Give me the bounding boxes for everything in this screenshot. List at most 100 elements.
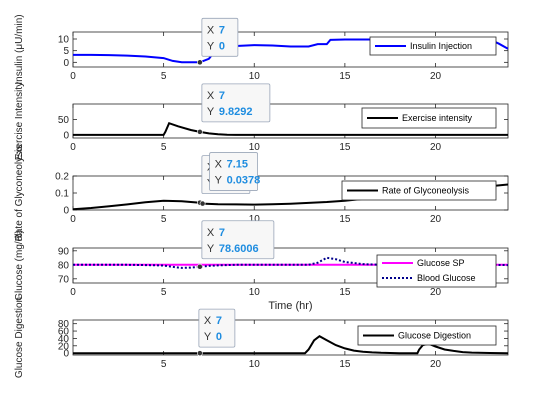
legend-box bbox=[361, 107, 497, 129]
x-tick-label: 15 bbox=[339, 142, 351, 153]
x-tick-label: 10 bbox=[249, 214, 261, 225]
x-tick-label: 20 bbox=[430, 214, 442, 225]
x-tick-label: 5 bbox=[161, 287, 167, 298]
datatip-box bbox=[201, 17, 239, 57]
legend[interactable]: Glucose Digestion bbox=[357, 325, 497, 346]
datatip-box bbox=[201, 220, 275, 260]
x-tick-label: 10 bbox=[249, 71, 261, 82]
datatip-x-label: X bbox=[207, 227, 215, 239]
legend-box bbox=[369, 36, 497, 56]
legend[interactable]: Rate of Glyconeolysis bbox=[341, 180, 497, 201]
subplot-4: 70 80 90 0 5 10 15 20 Glucose (mg/dl) Time (hr) Gl… bbox=[14, 220, 509, 312]
legend[interactable]: Glucose SP Blood Glucose bbox=[376, 254, 497, 288]
datatip-box bbox=[201, 83, 271, 123]
y-tick-label: 0.2 bbox=[55, 172, 69, 183]
y-tick-label: 50 bbox=[58, 115, 70, 126]
x-tick-label: 5 bbox=[161, 142, 167, 153]
datatip-marker bbox=[196, 350, 203, 357]
subplot-3: 0 0.1 0.2 0 5 10 15 20 Rate of Glyconeolysis Rate… bbox=[14, 145, 509, 242]
datatip-y-value: 0 bbox=[216, 331, 222, 343]
datatip-x-value: 7 bbox=[219, 24, 225, 36]
y-tick-label: 0.1 bbox=[55, 189, 69, 200]
legend[interactable]: Exercise intensity bbox=[361, 107, 497, 129]
x-tick-label: 0 bbox=[70, 71, 76, 82]
datatip-y-label: Y bbox=[204, 331, 212, 343]
datatip-y-value: 9.8292 bbox=[219, 106, 253, 118]
y-tick-label: 60 bbox=[58, 327, 70, 338]
x-tick-label: 0 bbox=[70, 287, 76, 298]
y-tick-label: 40 bbox=[58, 334, 70, 345]
legend-label: Exercise intensity bbox=[402, 113, 473, 123]
x-tick-label: 20 bbox=[430, 71, 442, 82]
y-tick-label: 0 bbox=[63, 130, 69, 141]
legend-box bbox=[341, 180, 497, 201]
x-tick-label: 10 bbox=[249, 287, 261, 298]
legend[interactable]: Insulin Injection bbox=[369, 36, 497, 56]
datatip-x-value: 7.15 bbox=[227, 159, 248, 171]
x-tick-label: 20 bbox=[430, 142, 442, 153]
legend-label: Glucose Digestion bbox=[398, 331, 471, 341]
datatip-y-value: 0 bbox=[219, 40, 225, 52]
x-tick-label: 0 bbox=[70, 214, 76, 225]
legend-label: Rate of Glyconeolysis bbox=[382, 186, 470, 196]
datatip-y-value: 0.0378 bbox=[227, 175, 261, 187]
y-tick-label: 0 bbox=[63, 349, 69, 360]
y-tick-label: 70 bbox=[58, 274, 70, 285]
x-tick-label: 15 bbox=[339, 287, 351, 298]
y-axis-label: Exercise Intensity bbox=[14, 82, 25, 160]
y-axis-label: Glucose (mg/dl) bbox=[14, 230, 25, 301]
datatip-marker bbox=[196, 263, 203, 270]
datatip-x-value: 7 bbox=[219, 227, 225, 239]
y-axis-label: Rate of Glyconeolysis bbox=[14, 145, 25, 242]
x-tick-label: 20 bbox=[430, 287, 442, 298]
x-tick-label: 15 bbox=[339, 71, 351, 82]
datatip-y-label: Y bbox=[207, 106, 215, 118]
datatip-x-label: X bbox=[204, 315, 212, 327]
datatip-y-value: 78.6006 bbox=[219, 243, 259, 255]
datatip-marker bbox=[196, 59, 203, 66]
x-tick-label: 10 bbox=[249, 359, 261, 370]
x-axis-label: Time (hr) bbox=[268, 300, 312, 312]
x-tick-label: 5 bbox=[161, 359, 167, 370]
y-axis-label: Insulin (μU/min) bbox=[14, 14, 25, 84]
y-tick-label: 80 bbox=[58, 260, 70, 271]
x-tick-label: 10 bbox=[249, 142, 261, 153]
datatip-x-value: 7 bbox=[216, 315, 222, 327]
datatip-x-label: X bbox=[207, 90, 215, 102]
datatip-box bbox=[198, 308, 236, 348]
datatip[interactable]: X 7Y 78.6006 bbox=[196, 220, 275, 270]
y-tick-label: 0 bbox=[63, 206, 69, 217]
datatip-box bbox=[209, 152, 258, 191]
subplot-2: 0 50 0 5 10 15 20 Exercise Intensity Exercise in… bbox=[14, 82, 509, 160]
y-tick-label: 20 bbox=[58, 341, 70, 352]
datatip-x-label: X bbox=[207, 24, 215, 36]
y-tick-label: 90 bbox=[58, 246, 70, 257]
y-tick-label: 10 bbox=[58, 35, 70, 46]
y-tick-label: 5 bbox=[63, 46, 69, 57]
y-tick-label: 80 bbox=[58, 319, 70, 330]
x-tick-label: 5 bbox=[161, 214, 167, 225]
datatip-y-label: Y bbox=[207, 243, 215, 255]
y-axis-label: Glucose Digestion bbox=[14, 297, 25, 378]
x-tick-label: 5 bbox=[161, 71, 167, 82]
y-tick-label: 0 bbox=[63, 58, 69, 69]
datatip-y-label: Y bbox=[215, 175, 223, 187]
series-line-1 bbox=[73, 335, 508, 355]
legend-label: Glucose SP bbox=[417, 258, 465, 268]
series-line-1 bbox=[73, 121, 508, 136]
x-tick-label: 15 bbox=[339, 359, 351, 370]
datatip[interactable]: X 7Y 9.8292 bbox=[196, 83, 271, 135]
x-tick-label: 20 bbox=[430, 359, 442, 370]
datatip-marker bbox=[199, 200, 206, 207]
legend-label: Blood Glucose bbox=[417, 273, 476, 283]
legend-label: Insulin Injection bbox=[410, 41, 472, 51]
x-tick-label: 0 bbox=[70, 142, 76, 153]
datatip-marker bbox=[196, 128, 203, 135]
datatip[interactable]: X 7Y 0 bbox=[196, 308, 236, 357]
datatip[interactable]: X 7Y 0 bbox=[196, 17, 239, 66]
datatip[interactable]: X 7.15 Y 0.0378 bbox=[199, 152, 261, 207]
